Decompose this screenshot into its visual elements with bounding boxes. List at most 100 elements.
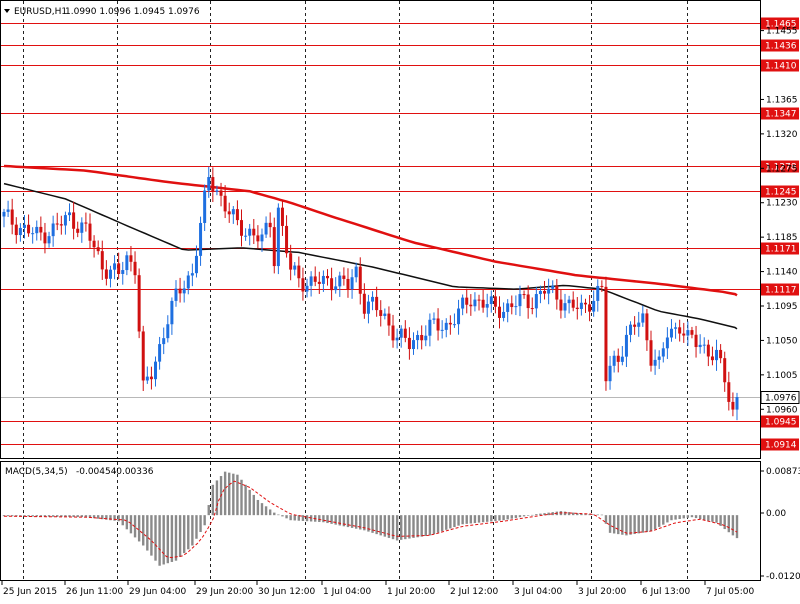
level-price-label: 1.1171	[765, 245, 797, 255]
macd-histogram-bar	[277, 514, 280, 516]
candle-body	[547, 288, 551, 294]
candle-body	[706, 344, 710, 357]
candle-body	[272, 227, 276, 267]
candle	[514, 295, 518, 316]
macd-histogram-bar	[494, 515, 497, 522]
candle-body	[555, 285, 559, 300]
macd-histogram-bar	[72, 515, 75, 518]
macd-histogram-bar	[707, 515, 710, 521]
macd-histogram-bar	[502, 515, 505, 521]
candle-body	[108, 269, 112, 279]
macd-histogram-bar	[76, 515, 79, 518]
macd-histogram-bar	[174, 515, 178, 561]
candle	[403, 320, 407, 343]
candle-body	[346, 278, 350, 290]
level-price-tag	[761, 17, 799, 30]
macd-histogram-bar	[117, 515, 120, 522]
macd-histogram-bar	[678, 515, 681, 519]
candle-body	[637, 322, 641, 327]
candle-body	[2, 211, 6, 217]
candle	[240, 209, 244, 247]
candle-body	[489, 296, 493, 305]
candle	[219, 182, 223, 207]
candle	[47, 231, 51, 248]
macd-label: MACD(5,34,5)	[5, 467, 68, 477]
candle	[244, 228, 248, 241]
candle-body	[624, 334, 628, 357]
macd-histogram-bar	[629, 515, 632, 535]
candle-body	[510, 303, 514, 308]
candle-body	[166, 324, 170, 339]
candle-body	[6, 209, 10, 212]
candle	[579, 294, 583, 316]
candle	[559, 289, 563, 319]
candle-body	[620, 356, 624, 362]
macd-histogram-bar	[113, 515, 116, 521]
candle-body	[22, 224, 26, 228]
macd-histogram-bar	[612, 515, 616, 534]
candle-body	[608, 365, 612, 382]
macd-histogram-bar	[346, 515, 350, 528]
candle	[194, 245, 198, 278]
macd-histogram-bar	[207, 505, 210, 516]
candle-body	[240, 220, 244, 236]
candle	[506, 299, 510, 323]
macd-histogram-bar	[354, 515, 358, 529]
macd-histogram-bar	[731, 515, 735, 536]
candle-body	[31, 233, 35, 235]
price-tick-label: 1.0960	[766, 405, 798, 415]
candle	[186, 271, 190, 295]
x-tick-label: 29 Jun 04:00	[129, 587, 186, 597]
macd-histogram-bar	[514, 515, 518, 518]
candle	[702, 337, 706, 354]
candle	[596, 279, 600, 312]
candle	[444, 318, 448, 338]
macd-histogram-bar	[420, 515, 423, 537]
collapse-triangle-icon[interactable]	[4, 9, 10, 13]
symbol-label: EURUSD,H1	[14, 7, 67, 17]
macd-histogram-bar	[379, 515, 382, 536]
macd-signal-line	[4, 480, 738, 559]
macd-histogram-bar	[199, 515, 202, 533]
macd-histogram-bar	[404, 515, 407, 540]
macd-histogram-bar	[477, 515, 481, 523]
candle-body	[579, 302, 583, 309]
candle-body	[469, 304, 473, 307]
candle	[330, 267, 334, 301]
candle-body	[174, 288, 178, 301]
candle-body	[522, 294, 526, 296]
candle	[497, 296, 501, 329]
price-tick-label: 1.1365	[766, 95, 798, 105]
candle	[493, 289, 497, 314]
candle-body	[309, 276, 313, 286]
candle	[690, 326, 694, 339]
macd-histogram-bar	[436, 515, 440, 533]
candle-body	[342, 275, 346, 279]
candle-body	[92, 240, 96, 248]
candle-body	[719, 349, 723, 359]
candle-body	[457, 308, 461, 325]
candle	[39, 216, 43, 241]
candle-body	[104, 269, 108, 279]
candle-body	[694, 334, 698, 348]
macd-histogram-bar	[584, 514, 587, 516]
macd-histogram-bar	[682, 515, 685, 519]
price-tick-label: 1.1455	[766, 27, 798, 37]
candle	[592, 290, 596, 317]
candle-body	[194, 255, 198, 274]
candle	[379, 300, 383, 327]
macd-histogram-bar	[604, 515, 608, 524]
macd-histogram-bar	[154, 515, 157, 561]
candle-body	[399, 328, 403, 338]
level-price-label: 1.1347	[765, 110, 797, 120]
candle	[321, 270, 325, 292]
candle-body	[207, 177, 211, 191]
candle-body	[440, 329, 444, 331]
candle	[428, 313, 432, 347]
candle-body	[690, 330, 694, 335]
candle-body	[227, 211, 231, 215]
macd-main-value: -0.00454	[76, 467, 117, 477]
macd-histogram-bar	[526, 515, 530, 516]
macd-histogram-bar	[88, 515, 92, 518]
